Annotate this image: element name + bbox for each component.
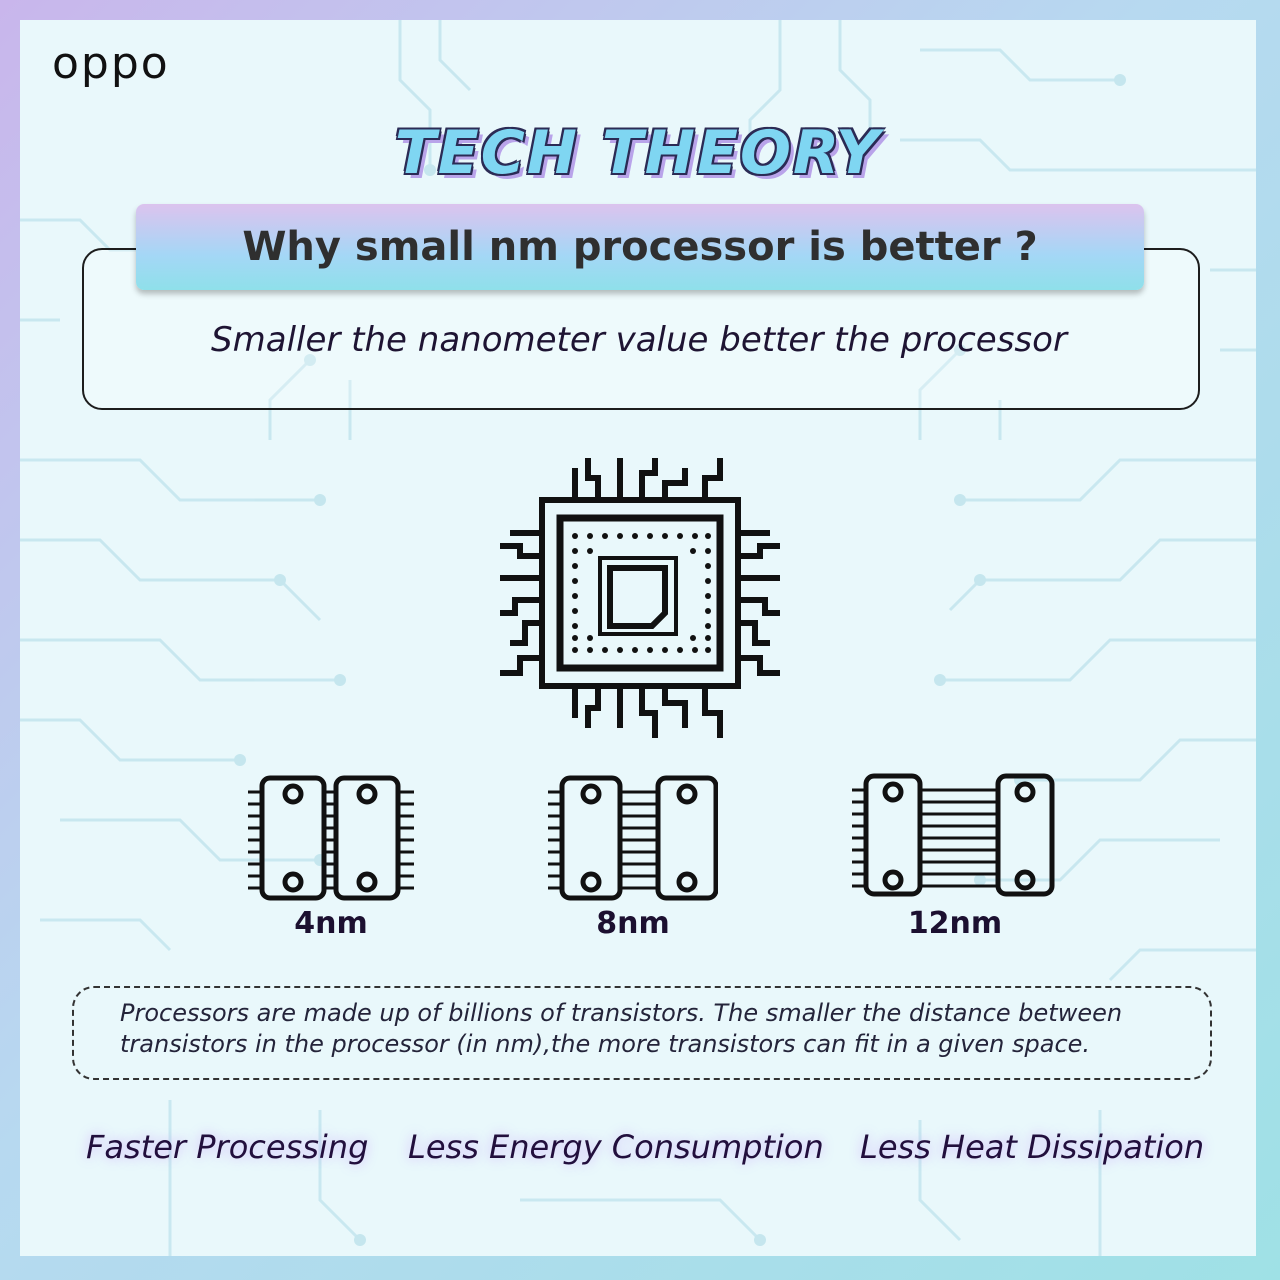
size-label-12nm: 12nm — [907, 906, 1003, 941]
size-label-8nm: 8nm — [596, 906, 670, 941]
transistor-12nm: 12nm — [850, 772, 1060, 941]
note-text: Processors are made up of billions of tr… — [120, 999, 1123, 1058]
benefit-less-heat: Less Heat Dissipation — [860, 1128, 1205, 1166]
circuit-background — [20, 20, 1256, 1256]
benefit-faster-processing: Faster Processing — [86, 1128, 369, 1166]
transistor-pair-icon — [852, 773, 1055, 897]
transistor-pair-icon — [548, 775, 719, 901]
question-heading: Why small nm processor is better ? — [242, 224, 1038, 270]
answer-text: Smaller the nanometer value better the p… — [211, 320, 1067, 360]
transistor-8nm: 8nm — [548, 772, 719, 941]
transistor-pair-icon — [248, 775, 414, 901]
oppo-logo: oppo — [52, 38, 170, 89]
processor-chip-icon — [500, 458, 780, 738]
question-banner: Why small nm processor is better ? — [136, 204, 1144, 290]
size-label-4nm: 4nm — [294, 906, 368, 941]
infographic-canvas: oppo TECH THEORY Why small nm processor … — [20, 20, 1256, 1256]
benefit-less-energy: Less Energy Consumption — [408, 1128, 824, 1166]
page-title: TECH THEORY — [394, 118, 882, 188]
note-box: Processors are made up of billions of tr… — [72, 986, 1212, 1080]
transistor-4nm: 4nm — [246, 772, 416, 941]
